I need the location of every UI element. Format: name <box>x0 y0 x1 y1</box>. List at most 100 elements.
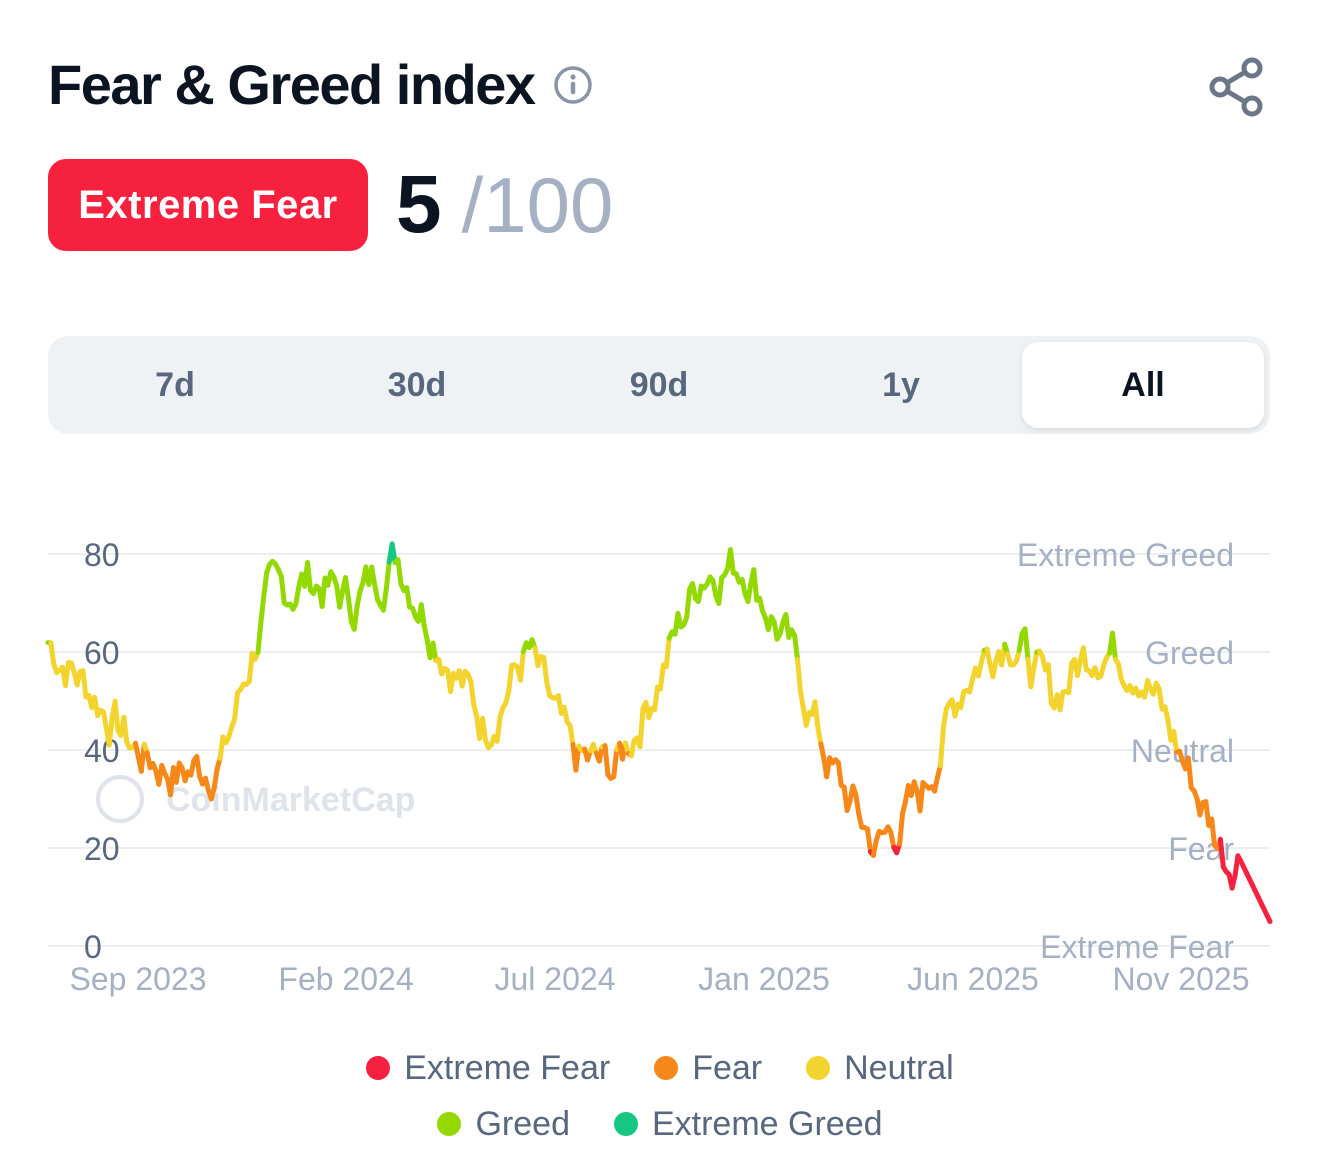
series-segment <box>710 577 719 599</box>
series-segment <box>246 650 255 685</box>
series-segment <box>663 635 672 670</box>
series-segment <box>940 706 949 731</box>
series-segment <box>468 679 477 708</box>
series-segment <box>369 564 378 588</box>
tab-7d[interactable]: 7d <box>155 365 195 404</box>
series-segment <box>1075 657 1083 679</box>
series-segment <box>1110 630 1118 662</box>
share-icon[interactable] <box>1206 56 1266 118</box>
series-segment <box>853 792 862 817</box>
legend-item-extreme-greed[interactable]: Extreme Greed <box>613 1104 883 1144</box>
x-tick-label: Feb 2024 <box>278 961 413 997</box>
series-segment <box>745 581 754 605</box>
series-segment <box>506 662 515 694</box>
series-segment <box>1045 662 1054 706</box>
y-tick-label: 20 <box>84 831 120 867</box>
series-segment <box>1022 626 1031 662</box>
series-segment <box>690 581 698 602</box>
band-label: Greed <box>1145 635 1234 671</box>
x-tick-label: Jun 2025 <box>907 961 1039 997</box>
legend-item-neutral[interactable]: Neutral <box>806 1049 954 1088</box>
series-segment <box>517 648 526 683</box>
series-segment <box>430 640 439 664</box>
band-label: Extreme Greed <box>1017 537 1234 573</box>
tab-30d[interactable]: 30d <box>387 365 447 404</box>
series-segment <box>611 746 620 780</box>
y-tick-label: 0 <box>84 929 102 965</box>
series-segment <box>121 714 130 745</box>
tab-90d[interactable]: 90d <box>629 365 689 404</box>
watermark-text: CoinMarketCap <box>166 781 415 819</box>
series-segment <box>870 837 879 858</box>
series-segment <box>795 656 803 694</box>
series-segment <box>1171 729 1180 755</box>
series-segment <box>561 704 570 725</box>
series-segment <box>897 811 906 847</box>
series-segment <box>937 725 946 769</box>
range-tabs: 7d 30d 90d 1y All <box>48 336 1270 434</box>
series-segment <box>792 633 801 662</box>
series-segment <box>372 582 381 603</box>
series-segment <box>1028 665 1037 690</box>
series-segment <box>1057 689 1066 713</box>
y-tick-label: 80 <box>84 537 120 573</box>
legend-item-fear[interactable]: Fear <box>654 1049 762 1088</box>
y-tick-label: 60 <box>84 635 120 671</box>
series-segment <box>751 567 760 603</box>
series-segment <box>194 754 203 779</box>
series-segment <box>984 646 993 668</box>
status-row: Extreme Fear 5 /100 <box>48 158 613 252</box>
series-segment <box>917 780 926 814</box>
series-segment <box>716 575 725 606</box>
watermark-logo-icon <box>96 775 144 823</box>
series-segment <box>232 690 241 722</box>
series-segment <box>255 619 264 655</box>
series-segment <box>293 584 302 607</box>
series-segment <box>684 586 693 620</box>
status-badge: Extreme Fear <box>48 159 368 251</box>
series-segment <box>342 575 351 601</box>
index-value: 5 <box>396 159 442 250</box>
series-segment <box>1217 836 1226 870</box>
legend-item-extreme-fear[interactable]: Extreme Fear <box>366 1049 610 1088</box>
series-segment <box>345 595 354 624</box>
page-title: Fear & Greed index <box>48 53 536 116</box>
series-segment <box>1209 816 1218 848</box>
legend-dot-greed <box>437 1112 462 1136</box>
info-icon[interactable] <box>553 65 593 105</box>
series-segment <box>112 698 121 734</box>
legend-item-greed[interactable]: Greed <box>437 1105 570 1144</box>
series-segment <box>652 684 661 713</box>
series-segment <box>261 570 270 599</box>
series-segment <box>383 559 392 592</box>
legend-label: Extreme Greed <box>651 1104 883 1143</box>
series-segment <box>567 722 576 748</box>
legend-label: Fear <box>692 1048 763 1087</box>
series-segment <box>418 602 427 629</box>
index-max: /100 <box>461 160 614 249</box>
series-segment <box>1016 630 1025 654</box>
series-segment <box>1115 661 1124 682</box>
tab-all[interactable]: All <box>1022 342 1264 428</box>
series-segment <box>48 640 57 667</box>
series-segment <box>389 541 398 566</box>
x-tick-label: Jan 2025 <box>698 961 830 997</box>
series-segment <box>100 709 109 731</box>
legend-dot-fear <box>654 1056 679 1080</box>
tab-1y[interactable]: 1y <box>882 365 920 404</box>
series-segment <box>602 743 611 778</box>
series-segment <box>1264 912 1273 924</box>
series-segment <box>395 557 404 587</box>
series-segment <box>258 593 267 625</box>
legend-label: Neutral <box>844 1048 954 1087</box>
series-segment <box>1185 755 1194 791</box>
series-segment <box>628 737 637 759</box>
series-segment <box>305 560 313 593</box>
x-tick-label: Sep 2023 <box>69 961 206 997</box>
header: Fear & Greed index <box>48 52 593 117</box>
series-segment <box>380 586 389 613</box>
legend-label: Extreme Fear <box>404 1048 611 1087</box>
series-segment <box>62 660 71 689</box>
series-segment <box>80 668 89 700</box>
